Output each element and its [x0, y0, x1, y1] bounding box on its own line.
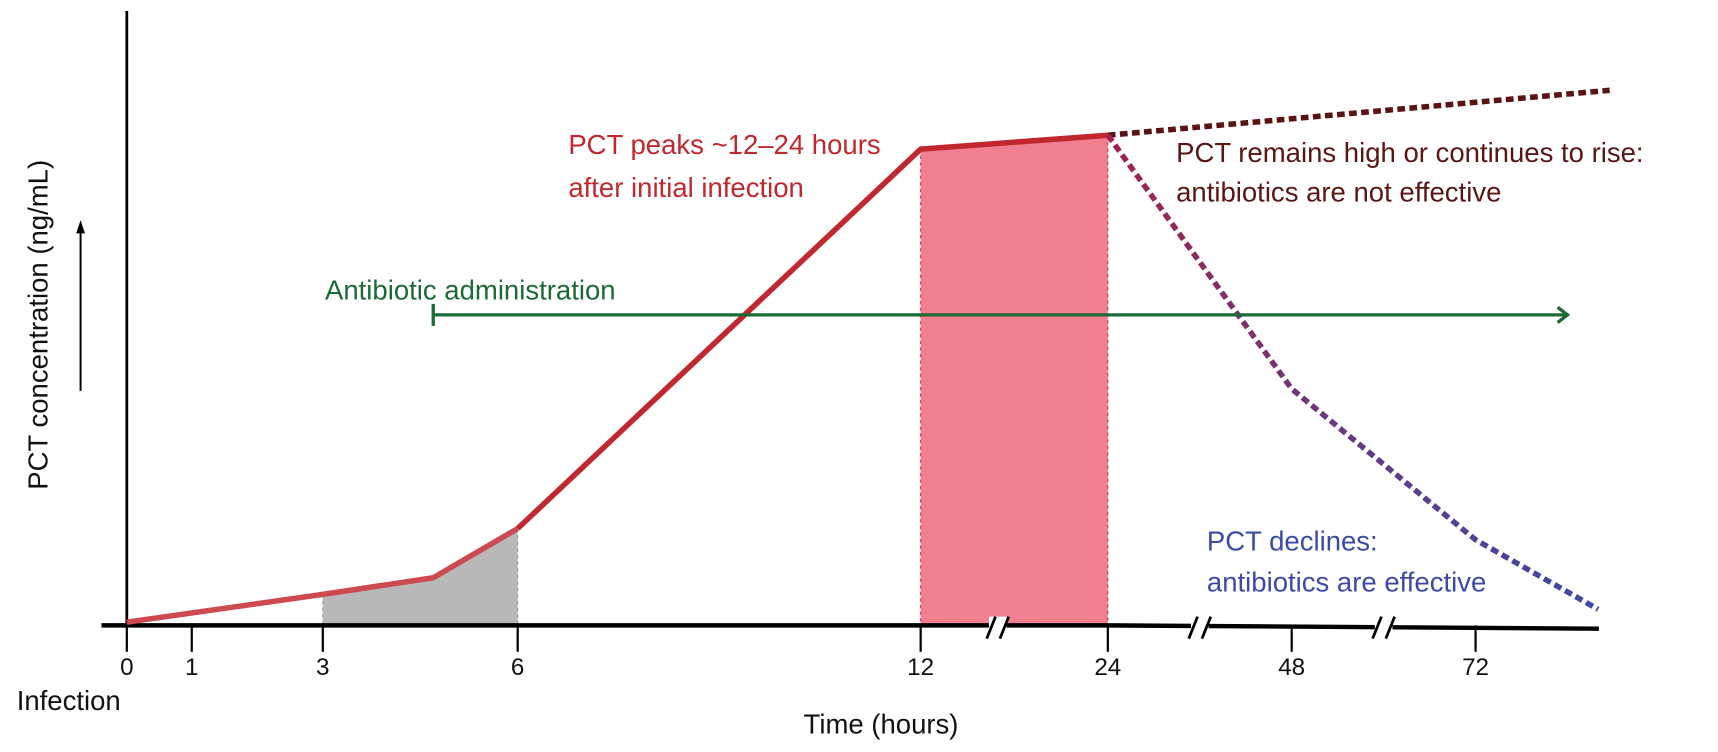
- x-tick-label: 12: [907, 654, 934, 681]
- antibiotic-label: Antibiotic administration: [325, 274, 616, 305]
- pct-early-rise-line: [126, 526, 520, 625]
- x-axis: [101, 623, 1599, 631]
- x-tick-label: 1: [185, 654, 198, 681]
- not-effective-annotation-line-2: antibiotics are not effective: [1176, 176, 1501, 207]
- x-tick-label: 24: [1094, 654, 1121, 681]
- y-axis-label: PCT concentration (ng/mL): [23, 160, 54, 490]
- effective-annotation-line-1: PCT declines:: [1207, 526, 1378, 557]
- pct-effective-line: [1105, 133, 1600, 612]
- axis-break-icon: [1187, 616, 1213, 640]
- peak-annotation-line-1: PCT peaks ~12–24 hours: [568, 129, 880, 160]
- infection-label: Infection: [17, 685, 121, 716]
- peak-window-shaded-region: [920, 135, 1108, 626]
- axis-break-icon: [1371, 616, 1396, 640]
- early-rise-shaded-region: [322, 528, 518, 626]
- x-axis-label: Time (hours): [804, 708, 959, 739]
- peak-annotation-line-2: after initial infection: [568, 172, 804, 203]
- axis-break-icon: [985, 616, 1011, 640]
- y-axis-up-arrow-icon: [76, 220, 85, 391]
- pct-not-effective-line: [1107, 87, 1610, 138]
- effective-annotation-line-2: antibiotics are effective: [1207, 566, 1486, 597]
- x-tick-label: 0: [120, 654, 133, 681]
- not-effective-annotation-line-1: PCT remains high or continues to rise:: [1176, 137, 1643, 168]
- antibiotic-administration-arrow: [431, 303, 1571, 326]
- x-tick-label: 3: [316, 654, 329, 681]
- arrowhead-icon: [1556, 305, 1571, 324]
- x-tick-label: 48: [1278, 654, 1305, 681]
- x-tick-label: 72: [1462, 654, 1489, 681]
- x-tick-label: 6: [511, 654, 524, 681]
- pct-rise-line: [515, 132, 1109, 531]
